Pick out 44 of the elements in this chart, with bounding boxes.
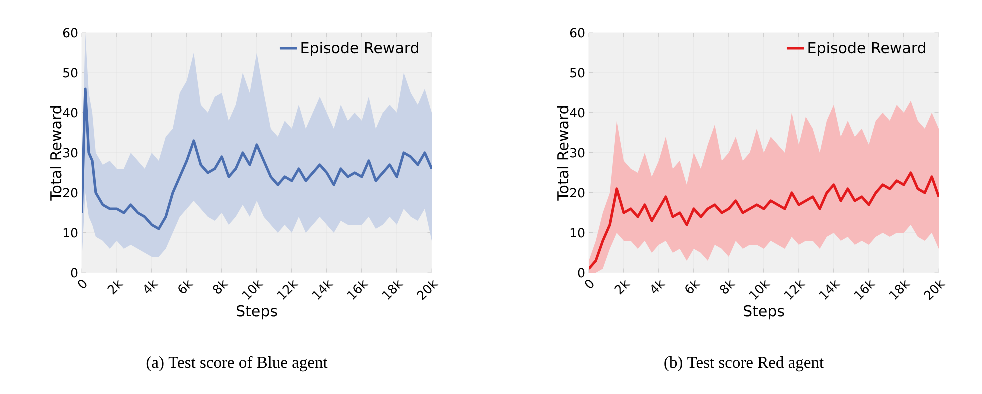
x-tick-label: 16k	[854, 280, 876, 300]
x-tick-label: 4k	[144, 280, 159, 294]
x-tick-label: 8k	[213, 280, 229, 294]
y-tick-label: 50	[570, 68, 585, 78]
y-tick-label: 40	[63, 108, 78, 118]
x-axis-title: Steps	[237, 305, 278, 320]
x-axis-title: Steps	[744, 305, 784, 320]
y-tick-label: 40	[570, 108, 585, 118]
x-tick-label: 4k	[652, 280, 666, 294]
x-tick-label: 16k	[347, 280, 369, 300]
text: (b) Test score Red agent	[664, 356, 824, 372]
x-tick-label: 6k	[686, 280, 701, 294]
y-tick-label: 60	[570, 28, 585, 38]
x-tick-label: 20k	[924, 280, 946, 300]
x-tick-label: 14k	[819, 280, 841, 300]
y-tick-label: 10	[570, 228, 585, 238]
x-tick-label: 6k	[178, 280, 194, 294]
x-tick-label: 20k	[416, 280, 439, 300]
y-tick-label: 50	[64, 68, 78, 78]
y-tick-label: 30	[64, 148, 78, 158]
x-tick-label: 8k	[720, 280, 736, 294]
y-tick-label: 30	[570, 148, 585, 158]
x-tick-label: 0	[585, 280, 594, 288]
x-tick-label: 10k	[242, 280, 264, 300]
y-axis-title: Total Reward	[557, 106, 569, 201]
y-tick-label: 0	[71, 268, 78, 278]
y-tick-label: 20	[63, 188, 78, 198]
y-tick-label: 0	[578, 268, 585, 278]
x-tick-label: 12k	[784, 280, 806, 300]
x-tick-label: 10k	[749, 280, 771, 300]
text: (a) Test score of Blue agent	[146, 356, 328, 372]
y-axis-title: Total Reward	[50, 106, 62, 201]
y-tick-label: 60	[63, 28, 78, 38]
y-tick-label: 20	[570, 188, 585, 198]
x-tick-label: 2k	[614, 280, 631, 295]
x-tick-label: 14k	[312, 280, 334, 300]
x-tick-label: 2k	[108, 280, 124, 295]
legend-label: Episode Reward	[302, 42, 418, 57]
y-tick-label: 10	[64, 228, 78, 238]
x-tick-label: 18k	[889, 280, 911, 300]
x-tick-label: 18k	[382, 280, 404, 300]
legend-label: Episode Reward	[808, 42, 926, 57]
x-tick-label: 0	[78, 280, 87, 288]
x-tick-label: 12k	[277, 280, 299, 300]
